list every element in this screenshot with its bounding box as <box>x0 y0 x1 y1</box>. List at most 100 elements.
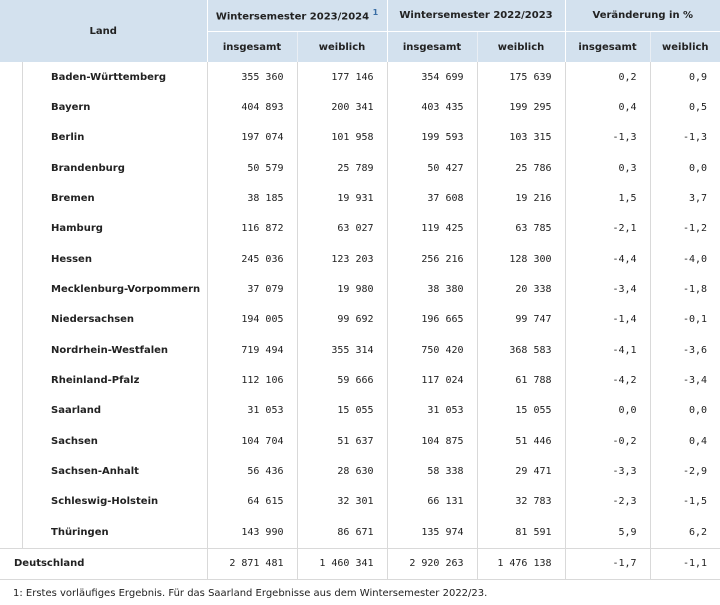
cell-ws2324-insgesamt: 116 872 <box>206 213 297 245</box>
cell-change-weiblich: -1,3 <box>649 122 720 154</box>
cell-ws2223-weiblich: 29 471 <box>476 456 566 487</box>
state-name: Niedersachsen <box>0 304 207 336</box>
cell-ws2223-weiblich: 15 055 <box>476 395 566 427</box>
cell-ws2324-weiblich: 19 980 <box>296 274 388 305</box>
table-row: Niedersachsen 194 005 99 692 196 665 99 747-… <box>0 304 720 336</box>
cell-ws2324-insgesamt: 50 579 <box>206 153 297 184</box>
cell-ws2324-weiblich: 15 055 <box>296 395 388 427</box>
state-name: Saarland <box>0 395 207 427</box>
cell-ws2324-insgesamt: 197 074 <box>206 122 297 154</box>
cell-ws2324-weiblich: 123 203 <box>296 244 388 275</box>
cell-ws2324-insgesamt: 64 615 <box>206 486 297 518</box>
cell-ws2324-weiblich: 59 666 <box>296 365 388 396</box>
table-row: Hessen 245 036 123 203 256 216 128 300 -4,4 -4… <box>0 244 720 275</box>
cell-ws2223-insgesamt: 199 593 <box>386 122 478 154</box>
table-row: Bremen 38 185 19 931 37 608 19 216 1,5 3,7 <box>0 183 720 215</box>
cell-ws2223-insgesamt: 119 425 <box>386 213 478 245</box>
cell-ws2223-weiblich: 81 591 <box>476 517 566 548</box>
cell-change-insgesamt: 1,5 <box>564 183 651 214</box>
cell-ws2324-insgesamt: 355 360 <box>206 62 297 93</box>
state-name: Thüringen <box>0 517 207 548</box>
cell-ws2223-weiblich: 199 295 <box>476 92 566 123</box>
cell-change-weiblich: -1,5 <box>649 486 720 518</box>
cell-change-weiblich: -0,1 <box>649 304 720 336</box>
table-row: Brandenburg 50 579 25 789 50 427 25 786 0,3 0,… <box>0 153 720 184</box>
table-row: Schleswig-Holstein 64 615 32 301 66 131 32 7… <box>0 486 720 518</box>
state-name: Hamburg <box>0 213 207 245</box>
cell-change-weiblich: -1,8 <box>649 274 720 305</box>
cell-ws2223-insgesamt: 135 974 <box>386 517 478 548</box>
cell-change-insgesamt: -4,1 <box>564 335 651 366</box>
cell-ws2223-weiblich: 1 476 138 <box>476 547 566 580</box>
state-name: Bayern <box>0 92 207 124</box>
table-row: Hamburg 116 872 63 027 119 425 63 785 -2,1 -1,… <box>0 213 720 245</box>
cell-ws2223-weiblich: 368 583 <box>476 335 566 366</box>
cell-ws2223-insgesamt: 256 216 <box>386 244 478 275</box>
cell-change-insgesamt: -3,3 <box>564 456 651 487</box>
cell-ws2324-insgesamt: 38 185 <box>206 183 297 214</box>
cell-change-weiblich: -1,1 <box>649 547 720 580</box>
cell-ws2324-insgesamt: 194 005 <box>206 304 297 336</box>
cell-change-weiblich: -4,0 <box>649 244 720 275</box>
cell-change-insgesamt: 5,9 <box>564 517 651 548</box>
table-row: Nordrhein-Westfalen 719 494 355 314 750 420… <box>0 335 720 366</box>
table-row: Sachsen-Anhalt 56 436 28 630 58 338 29 471 -3… <box>0 456 720 488</box>
cell-ws2324-weiblich: 200 341 <box>296 92 388 123</box>
cell-change-insgesamt: -0,2 <box>564 426 651 457</box>
cell-ws2324-weiblich: 63 027 <box>296 213 388 245</box>
cell-ws2324-weiblich: 99 692 <box>296 304 388 336</box>
cell-ws2223-weiblich: 32 783 <box>476 486 566 518</box>
table-body: Baden-Württemberg 355 360 177 146 354 699 17… <box>0 62 720 580</box>
cell-ws2324-weiblich: 355 314 <box>296 335 388 366</box>
cell-ws2324-weiblich: 19 931 <box>296 183 388 214</box>
state-name: Mecklenburg-Vorpommern <box>0 274 207 306</box>
table-row: Sachsen 104 704 51 637 104 875 51 446 -0,2 0,4 <box>0 426 720 457</box>
cell-change-weiblich: -3,6 <box>649 335 720 366</box>
footnote-marker[interactable]: 1 <box>372 8 379 18</box>
cell-ws2324-insgesamt: 56 436 <box>206 456 297 487</box>
cell-ws2223-weiblich: 103 315 <box>476 122 566 154</box>
cell-change-insgesamt: 0,4 <box>564 92 651 123</box>
state-name: Schleswig-Holstein <box>0 486 207 518</box>
cell-change-insgesamt: 0,0 <box>564 395 651 427</box>
cell-ws2223-insgesamt: 104 875 <box>386 426 478 457</box>
cell-ws2324-insgesamt: 404 893 <box>206 92 297 123</box>
cell-change-weiblich: 0,5 <box>649 92 720 123</box>
column-header-land: Land <box>0 0 207 62</box>
cell-change-weiblich: 0,4 <box>649 426 720 457</box>
cell-ws2223-insgesamt: 31 053 <box>386 395 478 427</box>
cell-ws2324-weiblich: 25 789 <box>296 153 388 184</box>
cell-change-insgesamt: -1,7 <box>564 547 651 580</box>
cell-change-weiblich: 3,7 <box>649 183 720 214</box>
cell-change-weiblich: -2,9 <box>649 456 720 487</box>
table-row: Mecklenburg-Vorpommern 37 079 19 980 38 380… <box>0 274 720 306</box>
cell-change-insgesamt: -1,3 <box>564 122 651 154</box>
cell-ws2223-insgesamt: 66 131 <box>386 486 478 518</box>
cell-ws2324-weiblich: 1 460 341 <box>296 547 388 580</box>
state-name: Sachsen <box>0 426 207 457</box>
cell-change-insgesamt: -3,4 <box>564 274 651 305</box>
subheader-insgesamt: insgesamt <box>386 31 478 62</box>
cell-ws2223-insgesamt: 117 024 <box>386 365 478 396</box>
state-name: Berlin <box>0 122 207 154</box>
group-header-ws2022-2023: Wintersemester 2022/2023 <box>386 0 566 32</box>
cell-ws2223-weiblich: 19 216 <box>476 183 566 214</box>
cell-ws2324-insgesamt: 112 106 <box>206 365 297 396</box>
total-label: Deutschland <box>0 547 207 580</box>
cell-ws2223-weiblich: 175 639 <box>476 62 566 93</box>
cell-change-insgesamt: 0,2 <box>564 62 651 93</box>
cell-change-insgesamt: -2,1 <box>564 213 651 245</box>
cell-ws2223-weiblich: 99 747 <box>476 304 566 336</box>
cell-ws2324-weiblich: 101 958 <box>296 122 388 154</box>
subheader-weiblich: weiblich <box>296 31 388 62</box>
cell-change-weiblich: -1,2 <box>649 213 720 245</box>
state-name: Sachsen-Anhalt <box>0 456 207 488</box>
cell-ws2324-insgesamt: 719 494 <box>206 335 297 366</box>
cell-ws2223-insgesamt: 38 380 <box>386 274 478 305</box>
cell-ws2223-insgesamt: 2 920 263 <box>386 547 478 580</box>
state-name: Nordrhein-Westfalen <box>0 335 207 366</box>
cell-change-weiblich: 0,0 <box>649 395 720 427</box>
cell-ws2223-insgesamt: 37 608 <box>386 183 478 214</box>
cell-ws2324-weiblich: 86 671 <box>296 517 388 548</box>
students-table: Land Wintersemester 2023/2024 1 Winterse… <box>0 0 720 580</box>
